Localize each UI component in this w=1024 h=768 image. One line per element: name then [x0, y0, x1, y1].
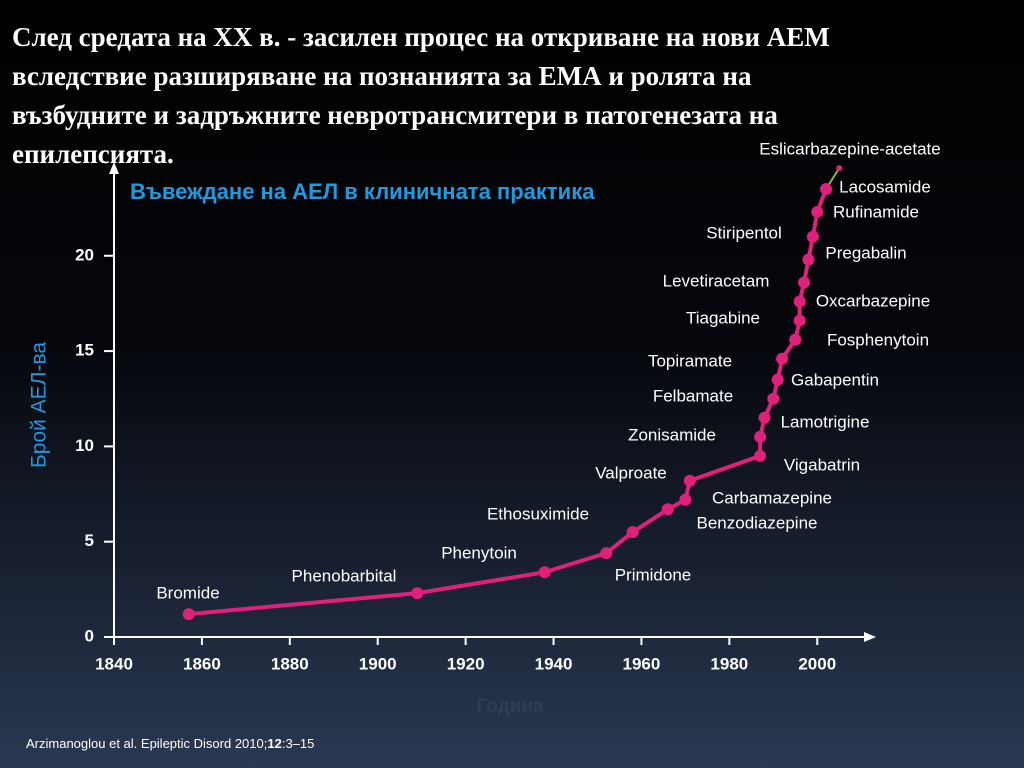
- heading-line: вследствие разширяване на познанията за …: [12, 61, 752, 91]
- point-label: Lamotrigine: [781, 412, 870, 431]
- x-tick-label: 1880: [271, 654, 309, 673]
- x-axis-label: Година: [477, 696, 544, 717]
- point-label: Topiramate: [648, 351, 732, 370]
- x-tick-label: 2000: [798, 654, 836, 673]
- data-point: [802, 253, 815, 266]
- data-point: [538, 566, 551, 579]
- x-tick-label: 1940: [535, 654, 573, 673]
- x-tick-label: 1920: [447, 654, 485, 673]
- point-label: Levetiracetam: [663, 271, 770, 290]
- data-point: [771, 373, 784, 386]
- heading: След средата на ХХ в. - засилен процес н…: [12, 18, 1012, 174]
- point-label: Pregabalin: [825, 243, 906, 262]
- point-label: Phenytoin: [441, 543, 517, 562]
- citation-text: Arzimanoglou et al. Epileptic Disord 201…: [26, 736, 268, 751]
- point-label: Carbamazepine: [712, 488, 832, 507]
- data-point: [789, 333, 802, 346]
- data-point: [793, 314, 806, 327]
- point-label: Primidone: [615, 565, 692, 584]
- data-point: [836, 165, 843, 172]
- point-label: Benzodiazepine: [697, 513, 818, 532]
- point-label: Ethosuximide: [487, 504, 589, 523]
- y-tick-label: 10: [75, 436, 94, 455]
- data-point: [600, 547, 613, 560]
- citation-pages: :3–15: [281, 736, 315, 751]
- heading-line: След средата на ХХ в. - засилен процес н…: [12, 22, 830, 52]
- y-tick-label: 20: [75, 245, 94, 264]
- data-point: [793, 295, 806, 308]
- heading-line: възбудните и задръжните невротрансмитери…: [12, 100, 778, 130]
- point-label: Bromide: [156, 583, 219, 602]
- point-label: Fosphenytoin: [827, 330, 929, 349]
- y-tick-label: 15: [75, 341, 94, 360]
- series-line: [188, 188, 828, 617]
- chart-title: Въвеждане на АЕЛ в клиничната практика: [130, 179, 595, 204]
- point-label: Oxcarbazepine: [816, 291, 930, 310]
- point-label: Felbamate: [653, 386, 733, 405]
- data-point: [776, 352, 789, 365]
- point-label: Valproate: [595, 463, 667, 482]
- data-point: [411, 587, 424, 600]
- point-label: Gabapentin: [791, 370, 879, 389]
- data-point: [626, 526, 639, 539]
- point-label: Rufinamide: [833, 202, 919, 221]
- data-point: [806, 230, 819, 243]
- point-label: Phenobarbital: [292, 566, 397, 585]
- y-tick-label: 5: [85, 531, 94, 550]
- heading-line: епилепсията.: [12, 139, 174, 169]
- citation: Arzimanoglou et al. Epileptic Disord 201…: [26, 736, 314, 751]
- point-label: Vigabatrin: [784, 455, 860, 474]
- x-tick-label: 1860: [183, 654, 221, 673]
- y-axis-label: Брой АЕЛ-ва: [28, 342, 51, 468]
- data-point: [754, 449, 767, 462]
- data-point: [754, 430, 767, 443]
- x-tick-label: 1980: [710, 654, 748, 673]
- point-label: Zonisamide: [628, 425, 716, 444]
- y-axis-arrow: [109, 162, 119, 174]
- data-point: [661, 503, 674, 516]
- y-tick-label: 0: [85, 626, 94, 645]
- citation-volume: 12: [267, 736, 282, 751]
- data-point: [820, 183, 833, 196]
- x-tick-label: 1900: [359, 654, 397, 673]
- point-label: Tiagabine: [686, 308, 760, 327]
- x-tick-label: 1840: [95, 654, 133, 673]
- data-point: [683, 474, 696, 487]
- point-label: Lacosamide: [839, 177, 931, 196]
- x-tick-label: 1960: [623, 654, 661, 673]
- point-label: Stiripentol: [706, 223, 782, 242]
- data-point: [811, 205, 824, 218]
- data-point: [798, 276, 811, 289]
- data-point: [679, 493, 692, 506]
- x-axis-arrow: [864, 632, 876, 642]
- point-label: Eslicarbazepine-acetate: [759, 139, 940, 158]
- data-point: [182, 608, 195, 621]
- data-point: [767, 392, 780, 405]
- data-point: [758, 411, 771, 424]
